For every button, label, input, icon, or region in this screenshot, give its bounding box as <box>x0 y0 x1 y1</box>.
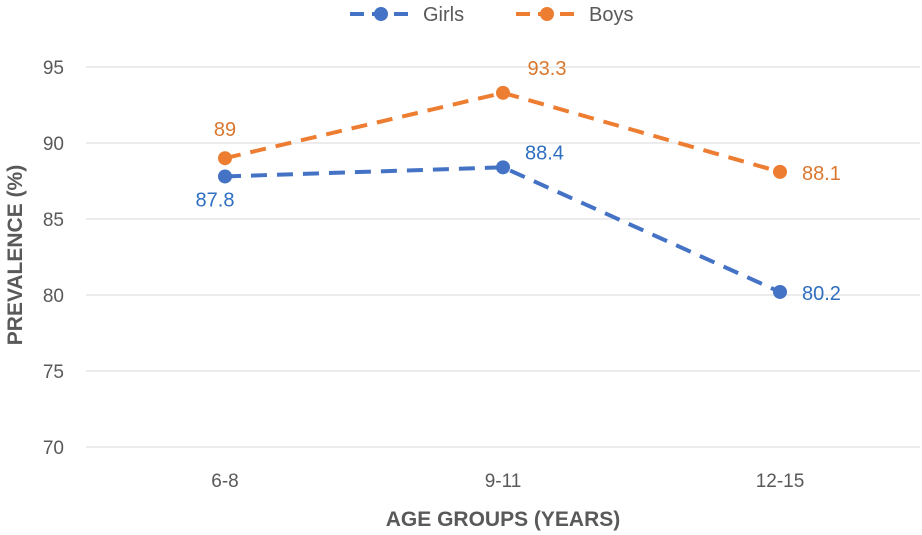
boys-data-label-12-15: 88.1 <box>802 163 841 185</box>
x-tick-label-6-8: 6-8 <box>211 471 238 492</box>
boys-line <box>224 90 781 174</box>
legend: Girls Boys <box>350 4 633 26</box>
y-tick-label-75: 75 <box>43 362 64 383</box>
x-axis-title: AGE GROUPS (YEARS) <box>386 508 621 531</box>
legend-item-girls: Girls <box>350 4 464 26</box>
girls-point-9-11 <box>496 160 510 175</box>
series-girls: 87.8 88.4 80.2 <box>196 142 841 305</box>
legend-item-boys: Boys <box>516 4 633 26</box>
girls-data-label-12-15: 80.2 <box>802 283 841 305</box>
y-tick-label-95: 95 <box>43 58 64 79</box>
girls-point-12-15 <box>773 284 787 299</box>
y-tick-label-70: 70 <box>43 438 64 459</box>
boys-point-12-15 <box>773 164 787 179</box>
series-boys: 89 93.3 88.1 <box>214 58 841 185</box>
x-tick-label-12-15: 12-15 <box>756 471 805 492</box>
y-axis-title: PREVALENCE (%) <box>4 165 27 345</box>
y-tick-labels: 70 75 80 85 90 95 <box>43 58 64 459</box>
x-tick-labels: 6-8 9-11 12-15 <box>211 471 804 492</box>
legend-girls-label: Girls <box>423 4 464 26</box>
gridlines <box>86 66 920 448</box>
boys-point-6-8 <box>218 151 232 166</box>
girls-data-label-6-8: 87.8 <box>196 189 235 211</box>
legend-girls-marker <box>374 7 388 21</box>
y-tick-label-90: 90 <box>43 134 64 155</box>
boys-data-label-6-8: 89 <box>214 119 236 141</box>
y-tick-label-85: 85 <box>43 210 64 231</box>
girls-line <box>224 165 781 294</box>
x-tick-label-9-11: 9-11 <box>485 471 522 492</box>
boys-data-label-9-11: 93.3 <box>528 58 567 80</box>
y-tick-label-80: 80 <box>43 286 64 307</box>
girls-data-label-9-11: 88.4 <box>525 142 564 164</box>
boys-point-9-11 <box>496 85 510 100</box>
girls-point-6-8 <box>218 169 232 184</box>
legend-boys-label: Boys <box>589 4 633 26</box>
legend-boys-marker <box>540 7 554 21</box>
